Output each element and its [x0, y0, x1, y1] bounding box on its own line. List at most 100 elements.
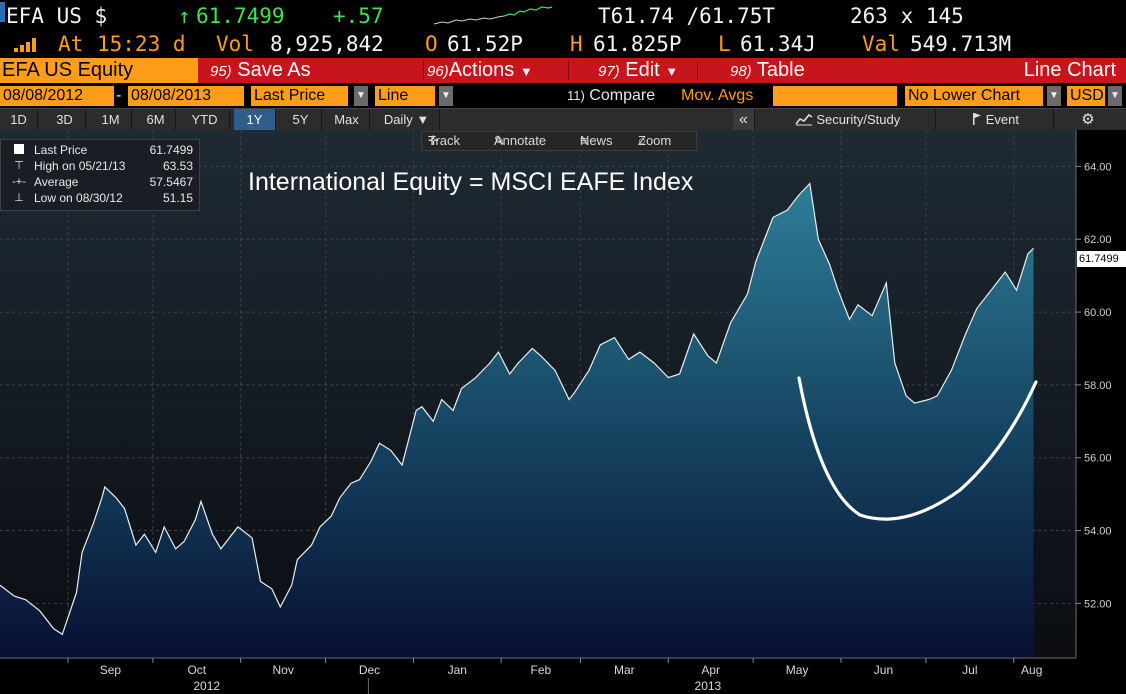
y-axis-ticks: 64.00 62.00 60.00 58.00 56.00 54.00 52.00 [1076, 161, 1112, 610]
x-axis-panel [0, 658, 1126, 694]
y-tick-label: 60.00 [1084, 307, 1112, 319]
period-3d[interactable]: 3D [44, 109, 86, 130]
last-price-tag: 61.7499 [1077, 251, 1126, 267]
caret-down-icon: ▼ [519, 64, 533, 79]
volume-value: 8,925,842 [270, 32, 384, 56]
news-label: News [580, 133, 613, 148]
chart-inputs: 08/08/2012 - 08/08/2013 Last Price ▼ Lin… [0, 85, 1126, 107]
style-dropdown-icon[interactable]: ▼ [439, 86, 453, 106]
security-marker [0, 2, 5, 22]
x-tick-label: Aug [1021, 663, 1042, 677]
actions-button[interactable]: 96)Actions ▼ [427, 58, 533, 83]
event-label: Event [985, 112, 1019, 127]
currency-dropdown-icon[interactable]: ▼ [1108, 86, 1122, 106]
chart-annotation-text: International Equity = MSCI EAFE Index [248, 168, 694, 196]
style-select[interactable]: Line [375, 86, 435, 106]
legend-average-label: Average [34, 175, 79, 189]
period-6m[interactable]: 6M [136, 109, 176, 130]
average-marker-icon: -+- [12, 176, 26, 188]
zoom-label: Zoom [638, 133, 672, 148]
function-bar: EFA US Equity 95) Save As 96)Actions ▼ 9… [0, 58, 1126, 83]
price-change: +.57 [333, 4, 384, 28]
table-label: Table [756, 59, 805, 81]
table-num: 98) [730, 63, 752, 80]
divider [423, 61, 424, 80]
compare-label: Compare [589, 87, 656, 104]
mov-avgs-input[interactable] [773, 86, 897, 106]
period-1m[interactable]: 1M [90, 109, 132, 130]
collapse-icon[interactable]: « [733, 109, 755, 130]
price-field-select[interactable]: Last Price [251, 86, 348, 106]
security-study-label: Security/Study [816, 112, 901, 127]
x-tick-label: Dec [359, 663, 380, 677]
period-max[interactable]: Max [324, 109, 370, 130]
chart-type-label: Line Chart [1023, 59, 1116, 81]
bid-ask: T61.74 /61.75T [598, 4, 776, 28]
table-button[interactable]: 98) Table [730, 58, 805, 83]
security-field[interactable]: EFA US Equity [0, 58, 198, 83]
period-ytd[interactable]: YTD [180, 109, 230, 130]
y-tick-label: 62.00 [1084, 234, 1112, 246]
low-label: L [718, 32, 731, 56]
x-tick-label: Jan [448, 663, 467, 677]
price-line [0, 182, 1034, 636]
x-axis-ticks: Sep Oct Nov Dec Jan Feb Mar Apr May Jun Jul Aug 2012… [67, 658, 1042, 694]
legend-last-price: Last Price 61.7499 [1, 142, 199, 158]
end-date-input[interactable]: 08/08/2013 [128, 86, 244, 106]
crosshair-icon: ✛ [428, 133, 439, 148]
legend-high: ⊤ High on 05/21/13 63.53 [1, 158, 199, 174]
currency-select[interactable]: USD [1067, 86, 1105, 106]
ticker-header: EFA US $ ↑ 61.7499 +.57 T61.74 /61.75T 2… [0, 2, 1126, 30]
period-toolbar: 1D 3D 1M 6M YTD 1Y 5Y Max Daily ▼ « Secu… [0, 108, 1126, 130]
save-as-button[interactable]: 95) Save As [210, 58, 311, 83]
security-study-button[interactable]: Security/Study [760, 109, 936, 130]
news-icon: ≡ [580, 133, 588, 148]
date-range-dash: - [116, 87, 122, 104]
edit-label: Edit [625, 59, 660, 81]
save-as-label: Save As [237, 59, 311, 81]
traded-value: 549.713M [910, 32, 1012, 56]
lower-chart-dropdown-icon[interactable]: ▼ [1047, 86, 1061, 106]
high-marker-icon: ⊤ [14, 160, 24, 172]
settings-gear-icon[interactable]: ⚙ [1081, 111, 1095, 128]
y-tick-label: 56.00 [1084, 453, 1112, 465]
flag-icon [973, 113, 982, 125]
low-value: 61.34J [740, 32, 816, 56]
event-button[interactable]: Event [938, 109, 1054, 130]
x-tick-label: Nov [272, 663, 293, 677]
legend-last-price-value: 61.7499 [149, 143, 193, 157]
y-tick-label: 58.00 [1084, 380, 1112, 392]
period-1d[interactable]: 1D [0, 109, 38, 130]
value-label: Val [862, 32, 900, 56]
period-5y[interactable]: 5Y [280, 109, 322, 130]
edit-button[interactable]: 97) Edit ▼ [598, 58, 678, 83]
year-label: 2012 [193, 679, 220, 693]
x-tick-label: Oct [187, 663, 206, 677]
start-date-input[interactable]: 08/08/2012 [0, 86, 114, 106]
chart-legend[interactable]: Last Price 61.7499 ⊤ High on 05/21/13 63… [0, 139, 200, 211]
lower-chart-select[interactable]: No Lower Chart [905, 86, 1043, 106]
divider [697, 61, 698, 80]
y-tick-label: 64.00 [1084, 161, 1112, 173]
x-tick-label: Jul [962, 663, 977, 677]
last-trade-time: 15:23 d [97, 32, 186, 56]
track-label: Track [428, 133, 461, 148]
last-price: 61.7499 [196, 4, 285, 28]
x-tick-label: Sep [100, 663, 122, 677]
price-area [0, 183, 1034, 658]
price-chart[interactable]: 64.00 62.00 60.00 58.00 56.00 54.00 52.00 Sep O… [0, 130, 1126, 694]
year-label: 2013 [695, 679, 722, 693]
price-field-dropdown-icon[interactable]: ▼ [354, 86, 368, 106]
legend-low-value: 51.15 [162, 191, 193, 205]
ticker-symbol[interactable]: EFA US $ [6, 4, 108, 28]
compare-num: 11) [567, 88, 585, 103]
x-tick-label: Jun [874, 663, 893, 677]
period-1y[interactable]: 1Y [234, 109, 276, 130]
mov-avgs-button[interactable]: Mov. Avgs [681, 87, 754, 104]
compare-button[interactable]: 11) Compare [567, 86, 655, 106]
legend-last-price-label: Last Price [34, 143, 88, 157]
frequency-select[interactable]: Daily ▼ [374, 109, 440, 130]
pencil-icon: ✎ [494, 133, 505, 148]
line-chart-icon [795, 113, 813, 126]
high-value: 61.825P [593, 32, 682, 56]
